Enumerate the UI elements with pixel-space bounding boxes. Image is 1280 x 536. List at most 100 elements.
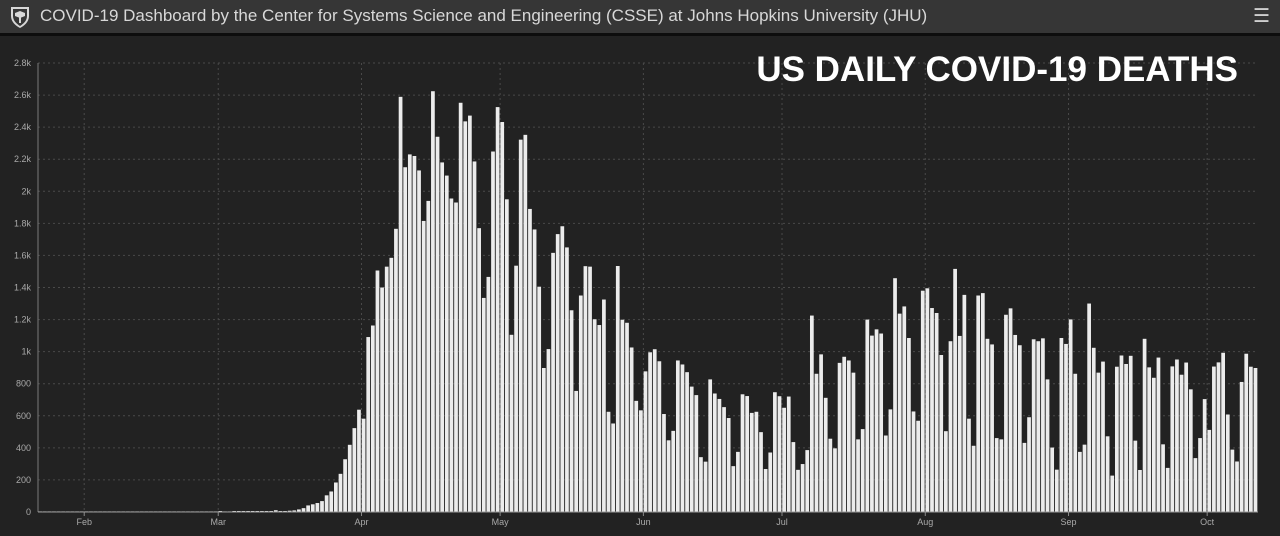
- bar: [860, 429, 865, 512]
- bar: [703, 461, 708, 512]
- bar: [842, 356, 847, 512]
- bar: [1147, 367, 1152, 512]
- bar: [1114, 366, 1119, 512]
- x-tick-label: Jun: [636, 517, 651, 527]
- x-tick-label: May: [492, 517, 510, 527]
- bar: [920, 290, 925, 512]
- bar: [611, 423, 616, 512]
- bar: [907, 338, 911, 512]
- bar: [837, 362, 842, 512]
- bar: [546, 349, 551, 512]
- bar: [1225, 414, 1230, 512]
- bar: [315, 503, 320, 512]
- bar: [541, 367, 546, 512]
- x-tick-label: Aug: [917, 517, 933, 527]
- bar: [800, 464, 805, 512]
- bar: [712, 393, 717, 512]
- bar: [1216, 362, 1221, 512]
- bar: [574, 390, 579, 512]
- bar: [823, 397, 828, 512]
- bar: [380, 287, 384, 512]
- bar: [846, 360, 851, 512]
- jhu-shield-icon: [11, 7, 29, 28]
- bar: [1050, 447, 1055, 512]
- bar: [999, 439, 1004, 512]
- y-tick-label: 200: [16, 475, 31, 485]
- bar: [504, 199, 509, 512]
- bar: [1110, 475, 1115, 512]
- bar: [957, 335, 962, 512]
- bar: [421, 220, 426, 512]
- bar: [292, 510, 297, 512]
- bar: [555, 234, 560, 512]
- bar: [666, 440, 671, 512]
- bar: [976, 295, 981, 512]
- bar: [1221, 352, 1226, 512]
- bar: [740, 394, 745, 512]
- bar: [805, 450, 810, 512]
- bar: [370, 325, 375, 512]
- bar: [643, 371, 648, 512]
- bar: [814, 373, 819, 512]
- bar: [1059, 338, 1064, 512]
- bar: [1128, 355, 1133, 512]
- bar: [514, 265, 518, 512]
- header-bar: COVID-19 Dashboard by the Center for Sys…: [0, 0, 1280, 36]
- bar: [449, 198, 454, 513]
- bar: [726, 418, 731, 512]
- bar: [375, 270, 380, 512]
- bar: [532, 229, 537, 512]
- bar: [1193, 458, 1198, 512]
- bar: [509, 334, 514, 512]
- bar: [1105, 436, 1110, 512]
- bar: [939, 355, 944, 512]
- bar: [435, 136, 440, 512]
- bar: [440, 162, 445, 512]
- bar: [990, 344, 994, 512]
- bar: [819, 354, 823, 512]
- bar: [273, 510, 278, 512]
- bar: [426, 200, 431, 512]
- bar: [1235, 461, 1239, 512]
- bar: [297, 509, 301, 512]
- bar: [324, 495, 329, 512]
- bar: [468, 115, 472, 513]
- y-tick-label: 400: [16, 443, 31, 453]
- bar: [403, 167, 408, 512]
- bar: [343, 459, 347, 512]
- bar: [625, 322, 629, 512]
- bar: [615, 266, 620, 512]
- bar: [749, 412, 754, 512]
- bar: [1096, 372, 1101, 512]
- bar: [962, 294, 967, 512]
- bar: [685, 372, 689, 512]
- bar: [463, 121, 468, 513]
- bar: [1101, 361, 1105, 512]
- bar: [431, 91, 435, 513]
- bar: [879, 333, 884, 512]
- bar: [708, 379, 713, 512]
- bar: [648, 352, 652, 512]
- bar: [944, 431, 948, 512]
- y-tick-label: 1.4k: [14, 283, 32, 293]
- y-tick-label: 1.8k: [14, 218, 32, 228]
- app-title: COVID-19 Dashboard by the Center for Sys…: [40, 6, 928, 25]
- bar: [1068, 319, 1073, 512]
- bar: [671, 430, 676, 512]
- y-tick-label: 600: [16, 411, 31, 421]
- bar: [1008, 308, 1013, 512]
- hamburger-menu-icon[interactable]: ☰: [1252, 5, 1270, 27]
- bar: [985, 338, 990, 512]
- bar: [1151, 377, 1156, 512]
- bar: [948, 341, 953, 512]
- bar: [338, 473, 343, 512]
- bar: [893, 278, 897, 512]
- bar: [722, 407, 726, 512]
- bar: [560, 226, 565, 512]
- bar: [578, 295, 583, 512]
- bar: [694, 395, 699, 512]
- bar: [1179, 374, 1184, 512]
- bar: [1202, 399, 1207, 512]
- bar: [569, 310, 574, 512]
- bar: [1156, 357, 1161, 512]
